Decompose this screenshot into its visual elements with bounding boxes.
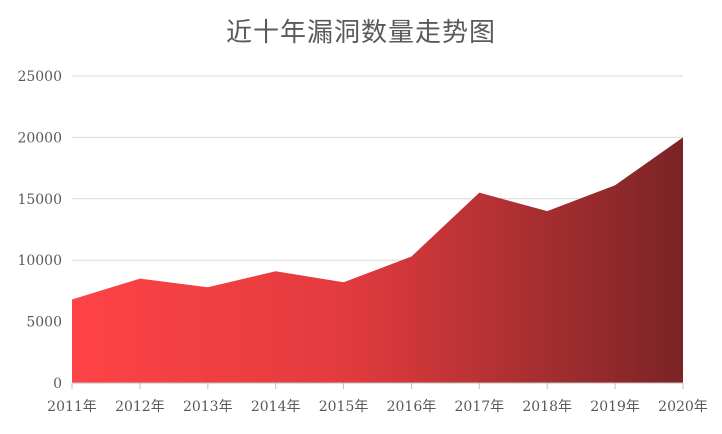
x-axis-tick-labels: 2011年 2012年 2013年 2014年 2015年 2016年 2017年 2018年… bbox=[47, 399, 708, 415]
area-fill bbox=[72, 137, 683, 383]
x-axis bbox=[71, 382, 684, 389]
x-tick-label: 2011年 bbox=[47, 399, 97, 415]
y-tick-label: 20000 bbox=[17, 130, 62, 146]
y-tick-label: 25000 bbox=[17, 69, 62, 85]
x-tick-label: 2020年 bbox=[658, 399, 708, 415]
data-point bbox=[613, 183, 617, 187]
data-point bbox=[681, 135, 685, 139]
x-tick-label: 2012年 bbox=[115, 399, 165, 415]
x-tick-label: 2016年 bbox=[387, 399, 437, 415]
y-tick-label: 5000 bbox=[26, 315, 62, 331]
y-tick-label: 10000 bbox=[17, 253, 62, 269]
x-tick-label: 2018年 bbox=[522, 399, 572, 415]
area-series bbox=[70, 135, 685, 383]
x-tick-label: 2014年 bbox=[251, 399, 301, 415]
chart-title: 近十年漏洞数量走势图 bbox=[225, 18, 496, 48]
x-tick-label: 2015年 bbox=[319, 399, 369, 415]
data-point bbox=[545, 209, 549, 213]
data-point bbox=[274, 269, 278, 273]
data-point bbox=[206, 285, 210, 289]
data-point bbox=[409, 255, 413, 259]
data-point bbox=[477, 191, 481, 195]
data-point bbox=[342, 280, 346, 284]
y-axis-tick-labels: 0 5000 10000 15000 20000 25000 bbox=[17, 69, 62, 392]
y-tick-label: 0 bbox=[53, 376, 62, 392]
data-point bbox=[70, 297, 74, 301]
x-tick-label: 2013年 bbox=[183, 399, 233, 415]
x-tick-label: 2019年 bbox=[590, 399, 640, 415]
data-point bbox=[138, 277, 142, 281]
x-tick-label: 2017年 bbox=[455, 399, 505, 415]
y-tick-label: 15000 bbox=[17, 192, 62, 208]
